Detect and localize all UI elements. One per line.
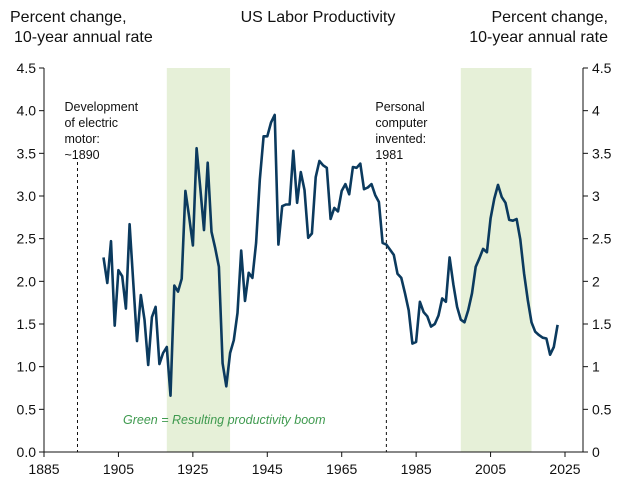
x-tick-label: 1905 xyxy=(103,461,134,477)
annotation-text: Personal xyxy=(375,100,424,114)
y-tick-label-left: 1.0 xyxy=(17,359,37,375)
y-tick-label-right: 1 xyxy=(592,359,600,375)
y-tick-label-left: 2.5 xyxy=(17,231,37,247)
y-tick-label-right: 3.5 xyxy=(592,145,612,161)
annotation-text: computer xyxy=(375,116,427,130)
y-tick-label-left: 0.0 xyxy=(17,444,37,460)
x-tick-label: 1945 xyxy=(252,461,283,477)
annotation-text: Development xyxy=(64,100,138,114)
y-tick-label-left: 4.0 xyxy=(17,103,37,119)
y-tick-label-left: 1.5 xyxy=(17,316,37,332)
left-axis-label-2: 10-year annual rate xyxy=(14,29,153,46)
y-tick-label-right: 0.5 xyxy=(592,401,612,417)
y-tick-label-right: 4 xyxy=(592,103,600,119)
y-tick-label-right: 3 xyxy=(592,188,600,204)
annotation-text: invented: xyxy=(375,132,426,146)
y-tick-label-left: 4.5 xyxy=(17,60,37,76)
y-tick-label-right: 4.5 xyxy=(592,60,612,76)
x-tick-label: 1965 xyxy=(326,461,357,477)
y-tick-label-left: 2.0 xyxy=(17,273,37,289)
annotation-text: ~1890 xyxy=(64,148,99,162)
annotation-text: 1981 xyxy=(375,148,403,162)
x-tick-label: 2025 xyxy=(549,461,580,477)
x-tick-label: 1885 xyxy=(28,461,59,477)
x-tick-label: 1985 xyxy=(401,461,432,477)
shaded-boom-period xyxy=(166,68,231,452)
right-axis-label-1: Percent change, xyxy=(491,9,608,26)
left-axis-label-1: Percent change, xyxy=(10,9,127,26)
annotation-text: of electric xyxy=(64,116,118,130)
y-tick-label-right: 2 xyxy=(592,273,600,289)
y-tick-label-right: 2.5 xyxy=(592,231,612,247)
x-tick-label: 2005 xyxy=(475,461,506,477)
annotation-text: motor: xyxy=(64,132,99,146)
right-axis-label-2: 10-year annual rate xyxy=(469,29,608,46)
productivity-line xyxy=(102,113,559,397)
shaded-boom-period xyxy=(460,68,532,452)
y-tick-label-right: 1.5 xyxy=(592,316,612,332)
y-tick-label-right: 0 xyxy=(592,444,600,460)
legend-note: Green = Resulting productivity boom xyxy=(123,413,326,427)
chart-title: US Labor Productivity xyxy=(241,9,396,26)
y-tick-label-left: 3.5 xyxy=(17,145,37,161)
y-tick-label-left: 0.5 xyxy=(17,401,37,417)
x-tick-label: 1925 xyxy=(177,461,208,477)
y-tick-label-left: 3.0 xyxy=(17,188,37,204)
